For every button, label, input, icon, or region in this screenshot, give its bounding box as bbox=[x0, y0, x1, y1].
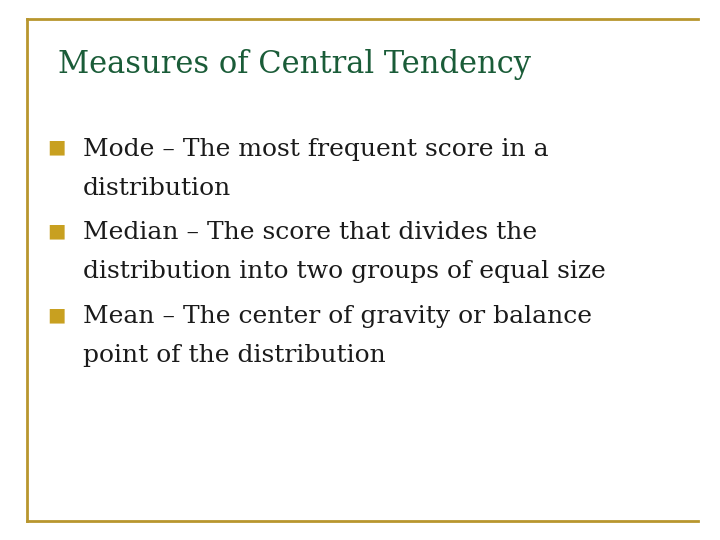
Text: ■: ■ bbox=[47, 138, 66, 157]
Text: Mean – The center of gravity or balance: Mean – The center of gravity or balance bbox=[83, 305, 592, 328]
Text: ■: ■ bbox=[47, 305, 66, 324]
Text: point of the distribution: point of the distribution bbox=[83, 344, 385, 367]
Text: Measures of Central Tendency: Measures of Central Tendency bbox=[58, 49, 531, 79]
Text: ■: ■ bbox=[47, 221, 66, 240]
Text: Median – The score that divides the: Median – The score that divides the bbox=[83, 221, 537, 245]
Text: Mode – The most frequent score in a: Mode – The most frequent score in a bbox=[83, 138, 549, 161]
Text: distribution into two groups of equal size: distribution into two groups of equal si… bbox=[83, 260, 606, 284]
Text: distribution: distribution bbox=[83, 177, 231, 200]
